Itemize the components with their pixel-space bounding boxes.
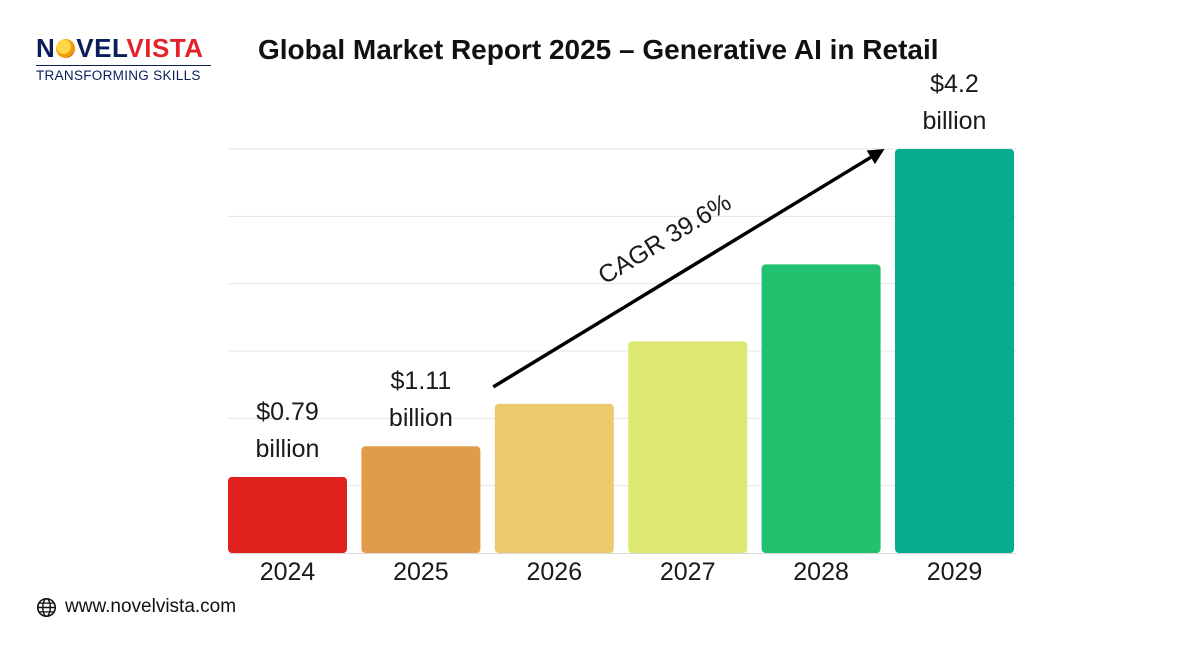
brand-name-vista: VISTA	[126, 33, 204, 63]
bar-2025	[361, 446, 481, 553]
logo-divider	[36, 65, 211, 66]
x-tick-label: 2026	[526, 558, 582, 586]
bar-2026	[494, 403, 614, 553]
data-label-unit: billion	[256, 435, 320, 463]
data-label-unit: billion	[923, 107, 987, 135]
footer: www.novelvista.com	[36, 596, 236, 618]
x-tick-label: 2027	[660, 558, 716, 586]
brand-name-vel: VEL	[76, 33, 127, 63]
x-tick-label: 2024	[260, 558, 316, 586]
bar-2027	[628, 341, 748, 553]
footer-website[interactable]: www.novelvista.com	[65, 596, 237, 617]
brand-logo: N VELVISTA TRANSFORMING SKILLS	[36, 34, 211, 83]
cagr-arrow	[492, 155, 872, 389]
bar-2024	[228, 477, 347, 553]
cagr-arrowhead	[866, 149, 885, 165]
bar-2029	[895, 149, 1014, 553]
x-tick-label: 2029	[927, 558, 983, 586]
x-tick-label: 2025	[393, 558, 449, 586]
data-label-value: $1.11	[391, 367, 452, 395]
data-label-value: $4.2	[930, 70, 979, 98]
bar-2028	[761, 264, 881, 553]
brand-name: N VELVISTA	[36, 34, 211, 62]
cagr-annotation: CAGR 39.6%	[593, 188, 736, 290]
data-label-unit: billion	[389, 404, 453, 432]
logo-o-icon	[56, 39, 76, 58]
brand-name-n: N	[36, 33, 56, 63]
chart-title: Global Market Report 2025 – Generative A…	[258, 34, 939, 65]
data-label-value: $0.79	[256, 398, 319, 426]
brand-tagline: TRANSFORMING SKILLS	[36, 68, 201, 83]
x-tick-label: 2028	[793, 558, 849, 586]
globe-icon	[36, 597, 57, 617]
